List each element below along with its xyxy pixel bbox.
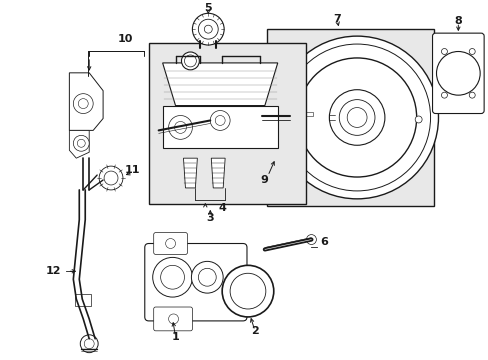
Circle shape — [104, 171, 118, 185]
Polygon shape — [163, 63, 277, 105]
Text: 8: 8 — [453, 16, 461, 26]
Circle shape — [339, 100, 374, 135]
Text: 4: 4 — [218, 203, 225, 213]
Circle shape — [215, 116, 224, 125]
Circle shape — [204, 25, 212, 33]
Text: 12: 12 — [46, 266, 61, 276]
Circle shape — [210, 111, 230, 130]
Text: 7: 7 — [333, 14, 341, 24]
Text: 5: 5 — [204, 3, 212, 13]
FancyBboxPatch shape — [432, 33, 483, 113]
Circle shape — [77, 139, 85, 147]
Circle shape — [174, 121, 186, 133]
Circle shape — [184, 55, 196, 67]
FancyBboxPatch shape — [153, 307, 192, 331]
Circle shape — [161, 265, 184, 289]
Circle shape — [468, 49, 474, 54]
Circle shape — [198, 268, 216, 286]
Polygon shape — [183, 158, 197, 188]
Text: 11: 11 — [125, 165, 141, 175]
Circle shape — [306, 235, 316, 244]
Bar — [266, 29, 433, 206]
Circle shape — [275, 36, 438, 199]
Bar — [148, 43, 305, 204]
Circle shape — [165, 239, 175, 248]
Circle shape — [78, 99, 88, 109]
FancyBboxPatch shape — [144, 243, 246, 321]
Circle shape — [181, 52, 199, 70]
FancyBboxPatch shape — [153, 233, 187, 255]
Polygon shape — [211, 158, 224, 188]
Text: 1: 1 — [171, 332, 179, 342]
Circle shape — [230, 273, 265, 309]
Circle shape — [198, 19, 218, 39]
Polygon shape — [69, 73, 103, 130]
Circle shape — [266, 146, 284, 164]
Circle shape — [191, 261, 223, 293]
Circle shape — [441, 92, 447, 98]
Circle shape — [294, 113, 304, 122]
Circle shape — [168, 116, 192, 139]
Circle shape — [192, 13, 224, 45]
Text: 9: 9 — [260, 175, 267, 185]
Circle shape — [346, 108, 366, 127]
Circle shape — [270, 150, 280, 160]
Bar — [305, 112, 313, 117]
Text: 10: 10 — [117, 34, 132, 44]
Polygon shape — [69, 130, 89, 158]
Circle shape — [328, 90, 384, 145]
Circle shape — [414, 116, 421, 123]
Circle shape — [73, 135, 89, 151]
Circle shape — [468, 92, 474, 98]
Circle shape — [99, 166, 122, 190]
Circle shape — [168, 314, 178, 324]
Circle shape — [222, 265, 273, 317]
Circle shape — [84, 339, 94, 349]
Text: 3: 3 — [206, 213, 214, 223]
Circle shape — [441, 49, 447, 54]
Text: 6: 6 — [320, 237, 327, 247]
Text: 2: 2 — [250, 326, 258, 336]
Bar — [163, 105, 277, 148]
Circle shape — [297, 58, 416, 177]
Circle shape — [436, 51, 479, 95]
Circle shape — [80, 335, 98, 353]
Circle shape — [152, 257, 192, 297]
Circle shape — [73, 94, 93, 113]
Bar — [75, 294, 91, 306]
Circle shape — [283, 44, 429, 191]
